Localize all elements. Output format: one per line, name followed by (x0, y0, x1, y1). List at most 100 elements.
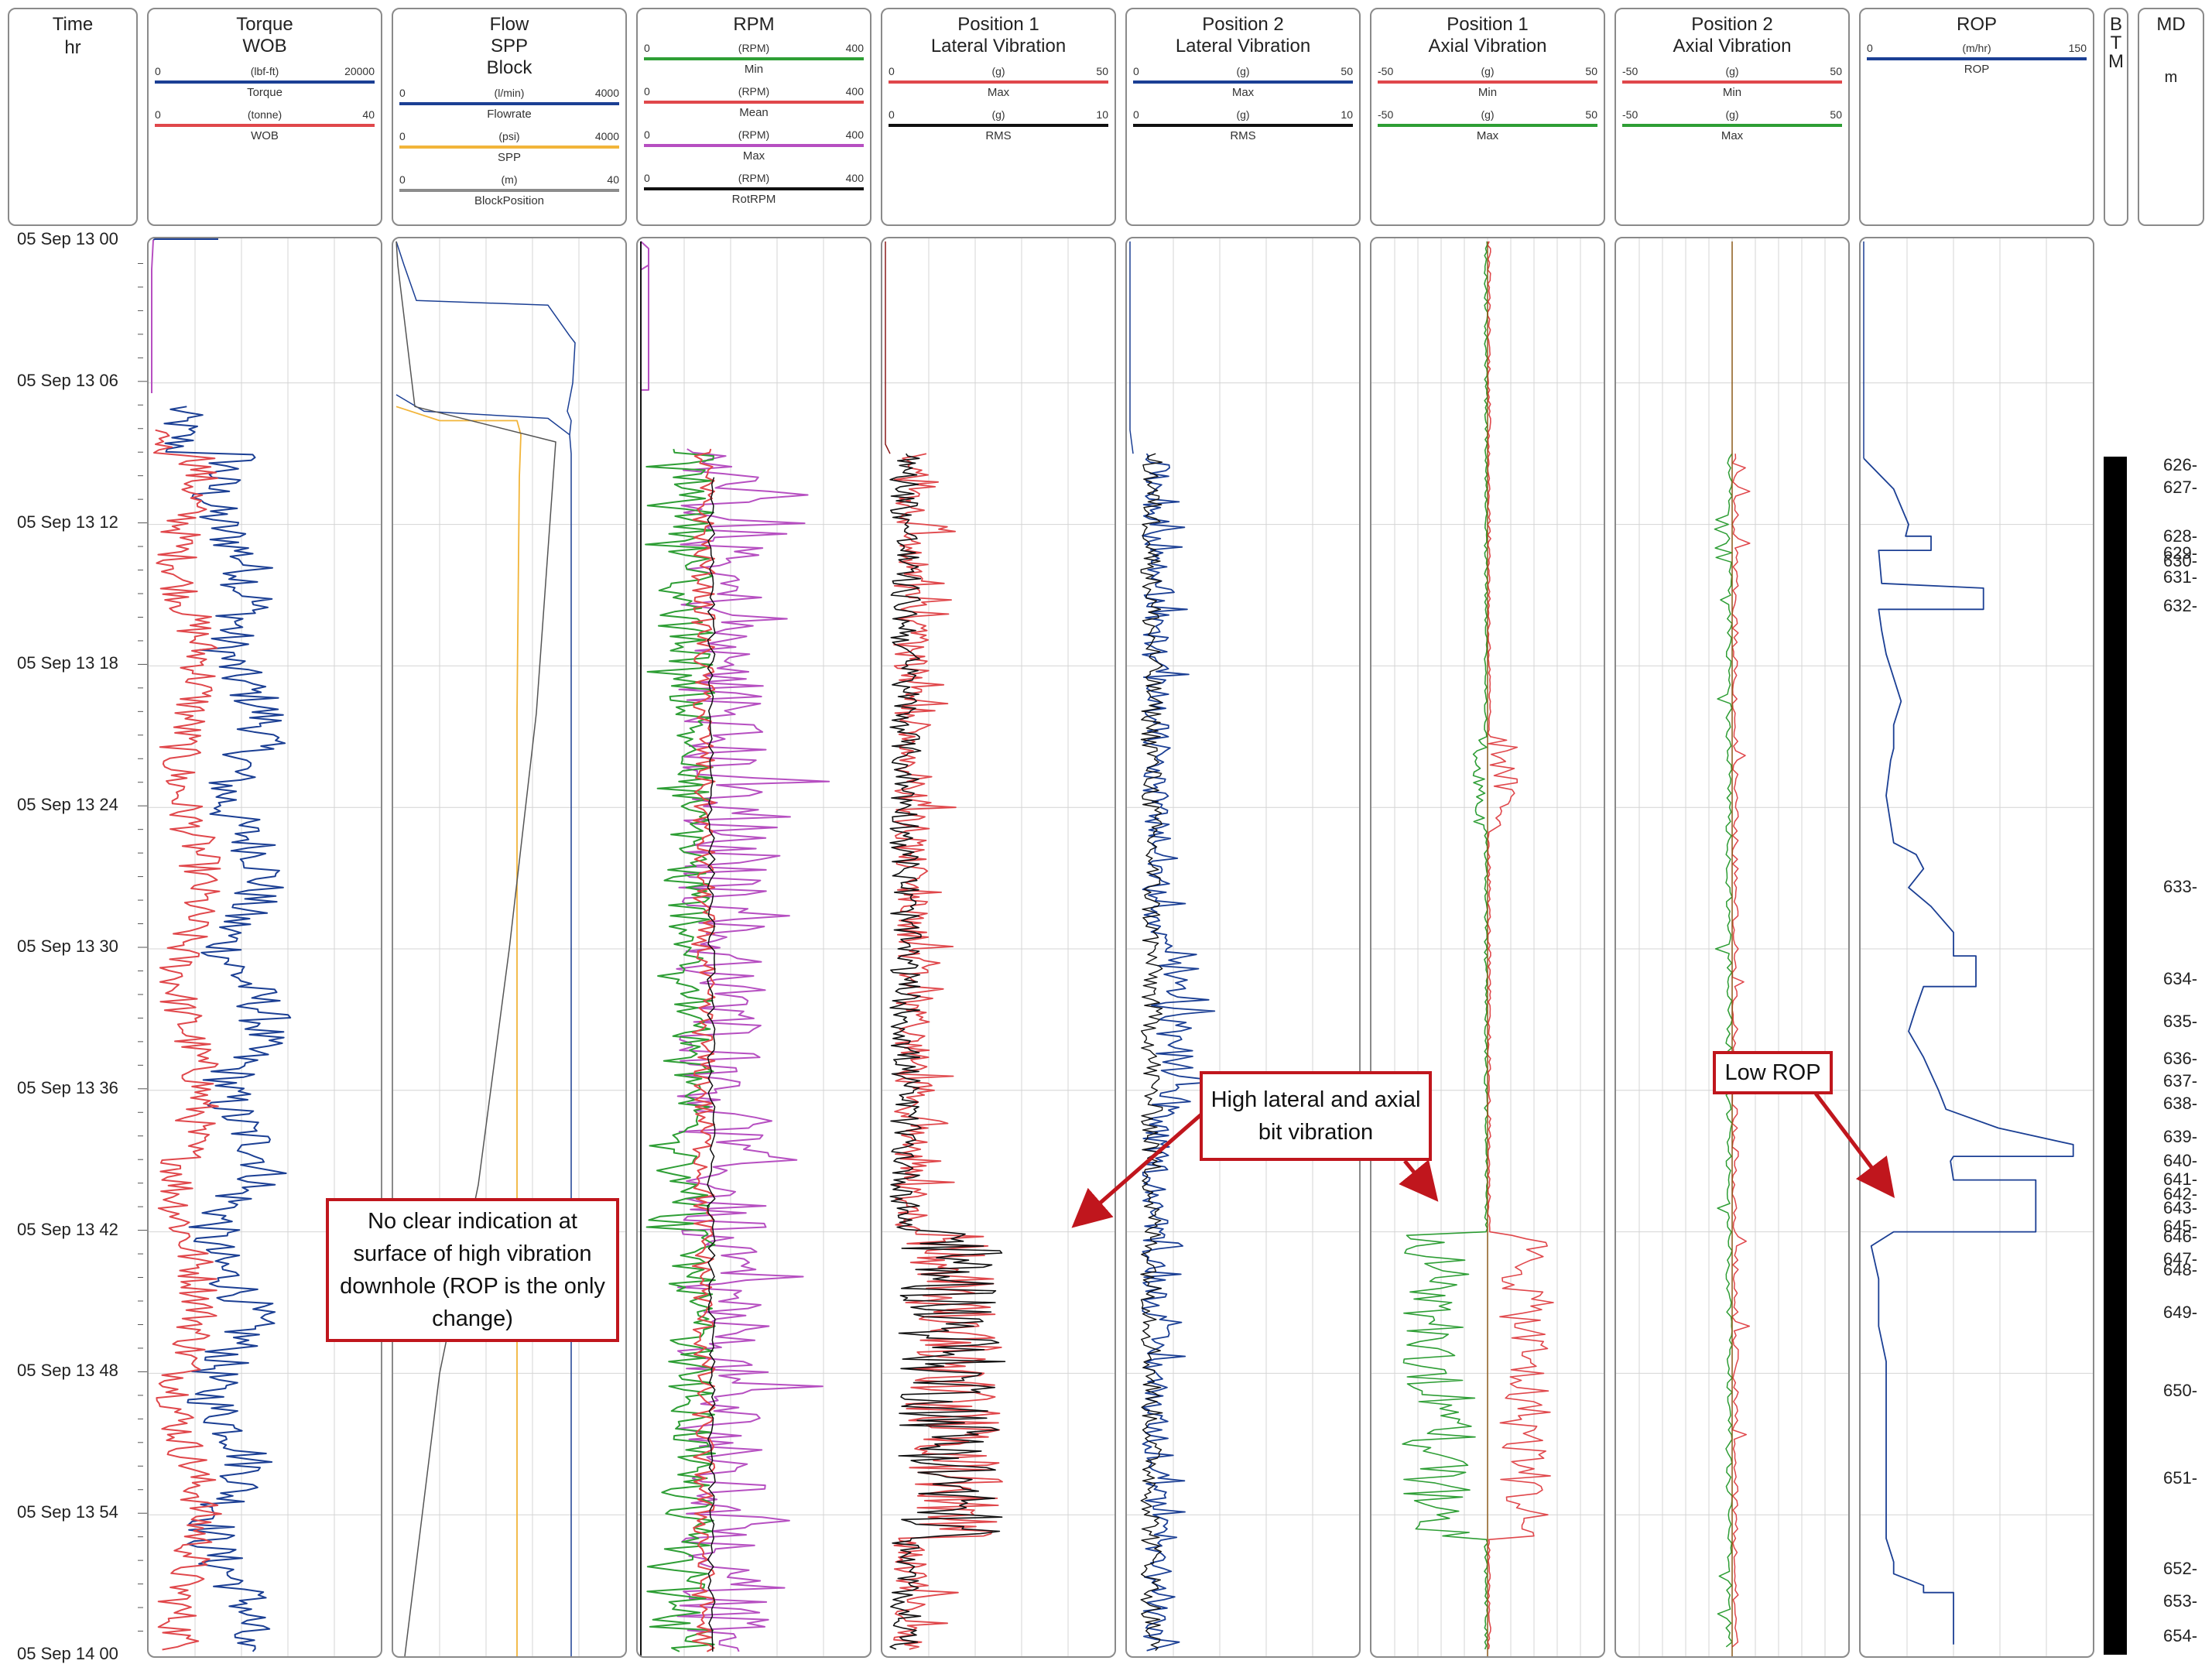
flowrate-curve-startup (395, 241, 576, 435)
ax1-min-scale: -50 (g) 50 Min (1378, 65, 1597, 99)
md-label: 654- (2163, 1626, 2198, 1646)
rop-scale: 0 (m/hr) 150 ROP (1867, 42, 2087, 76)
ax2-max-scale: -50 (g) 50 Max (1622, 108, 1842, 142)
lat2-rms-curve (1140, 453, 1163, 1652)
md-label: 653- (2163, 1591, 2198, 1611)
flow-title-1: Flow (489, 14, 529, 35)
lat2-header: Position 2 Lateral Vibration 0 (g) 50 Max 0… (1125, 8, 1361, 226)
rpm-track (636, 237, 871, 1658)
time-label: 05 Sep 13 54 (17, 1502, 118, 1522)
callout-bit-vibration: High lateral and axial bit vibration (1200, 1071, 1432, 1161)
torque-track (147, 237, 382, 1658)
md-label: 627- (2163, 477, 2198, 497)
ax2-title-1: Position 2 (1691, 14, 1773, 35)
time-label: 05 Sep 13 48 (17, 1361, 118, 1381)
md-label: 649- (2163, 1303, 2198, 1323)
rpm-max-scale: 0 (RPM) 400 Max (644, 128, 864, 163)
time-axis (138, 262, 147, 1632)
md-title: MD (2156, 14, 2186, 35)
ax2-track (1614, 237, 1850, 1658)
rpm-mean-scale: 0 (RPM) 400 Mean (644, 85, 864, 119)
md-label: 645- (2163, 1217, 2198, 1237)
torque-curve-initial (152, 238, 218, 241)
rotrpm-curve (707, 477, 716, 1652)
lat2-title-1: Position 2 (1202, 14, 1284, 35)
time-label: 05 Sep 13 18 (17, 653, 118, 673)
lat2-rms-scale: 0 (g) 10 RMS (1133, 108, 1353, 142)
flow-title-2: SPP (490, 36, 529, 56)
wob-curve (153, 429, 222, 1651)
spp-curve-scale: 0 (psi) 4000 SPP (399, 130, 619, 164)
time-unit: hr (64, 37, 81, 58)
flow-header: Flow SPP Block 0 (l/min) 4000 Flowrate 0 (ps… (392, 8, 627, 226)
arrow-to-rop (1814, 1092, 1895, 1198)
lat1-title-1: Position 1 (957, 14, 1039, 35)
btm-on-bottom-bar (2104, 457, 2127, 1655)
rpm-title: RPM (733, 14, 775, 35)
time-label: 05 Sep 14 00 (17, 1644, 118, 1663)
time-label: 05 Sep 13 24 (17, 795, 118, 815)
time-label: 05 Sep 13 36 (17, 1077, 118, 1097)
torque-title-2: WOB (242, 36, 287, 56)
rop-title: ROP (1956, 14, 1997, 35)
blockposition-curve-scale: 0 (m) 40 BlockPosition (399, 173, 619, 207)
md-label: 643- (2163, 1198, 2198, 1218)
md-label: 648- (2163, 1259, 2198, 1279)
time-label: 05 Sep 13 30 (17, 936, 118, 956)
lat2-title-2: Lateral Vibration (1175, 36, 1311, 56)
lat1-rms-scale: 0 (g) 10 RMS (889, 108, 1108, 142)
torque-curve-scale: 0 (lbf-ft) 20000 Torque (155, 65, 375, 99)
lat1-header: Position 1 Lateral Vibration 0 (g) 50 Max 0… (881, 8, 1116, 226)
md-label: 652- (2163, 1558, 2198, 1578)
md-label: 637- (2163, 1071, 2198, 1091)
time-label: 05 Sep 13 12 (17, 512, 118, 532)
flowrate-curve (395, 394, 572, 1656)
md-header: MD m (2138, 8, 2204, 226)
md-label: 647- (2163, 1249, 2198, 1269)
rpm-mean-curve (691, 448, 716, 1652)
md-label: 640- (2163, 1151, 2198, 1171)
md-label: 642- (2163, 1183, 2198, 1203)
md-label: 629- (2163, 543, 2198, 563)
rop-header: ROP 0 (m/hr) 150 ROP (1859, 8, 2094, 226)
md-label: 633- (2163, 876, 2198, 896)
md-label: 651- (2163, 1468, 2198, 1488)
lat1-max-scale: 0 (g) 50 Max (889, 65, 1108, 99)
time-header: Time hr (8, 8, 138, 226)
rotrpm-scale: 0 (RPM) 400 RotRPM (644, 172, 864, 206)
ax2-title-2: Axial Vibration (1673, 36, 1792, 56)
ax2-min-scale: -50 (g) 50 Min (1622, 65, 1842, 99)
md-label: 641- (2163, 1169, 2198, 1190)
wob-curve-initial (151, 239, 154, 393)
flow-track (392, 237, 627, 1658)
spp-curve (395, 406, 522, 1656)
arrow-to-ax1 (1399, 1159, 1439, 1202)
md-label: 646- (2163, 1227, 2198, 1247)
btm-header: B T M (2104, 8, 2128, 226)
btm-letter-t: T (2110, 33, 2122, 53)
callout-surface-indication: No clear indication at surface of high v… (326, 1198, 619, 1342)
ax1-header: Position 1 Axial Vibration -50 (g) 50 Min -… (1370, 8, 1605, 226)
ax2-max-curve (1714, 453, 1733, 1648)
lat1-rms-curve (889, 453, 1006, 1650)
time-title: Time (52, 14, 94, 35)
time-label: 05 Sep 13 42 (17, 1219, 118, 1239)
btm-letter-b: B (2109, 14, 2122, 35)
ax2-min-curve (1731, 454, 1751, 1648)
rpm-header: RPM 0 (RPM) 400 Min 0 (RPM) 400 Mean 0 (RPM) 400… (636, 8, 871, 226)
time-label: 05 Sep 13 00 (17, 229, 118, 248)
ax2-header: Position 2 Axial Vibration -50 (g) 50 Min -… (1614, 8, 1850, 226)
time-label: 05 Sep 13 06 (17, 370, 118, 390)
md-label: 631- (2163, 567, 2198, 587)
md-label: 630- (2163, 551, 2198, 571)
btm-letter-m: M (2108, 51, 2124, 72)
rpm-max-curve (676, 448, 830, 1652)
lat2-track (1125, 237, 1361, 1658)
torque-curve (163, 406, 292, 1652)
md-label: 626- (2163, 454, 2198, 474)
md-label: 639- (2163, 1126, 2198, 1146)
flow-title-3: Block (486, 57, 532, 78)
md-label: 632- (2163, 596, 2198, 616)
lat1-initial (885, 241, 891, 454)
